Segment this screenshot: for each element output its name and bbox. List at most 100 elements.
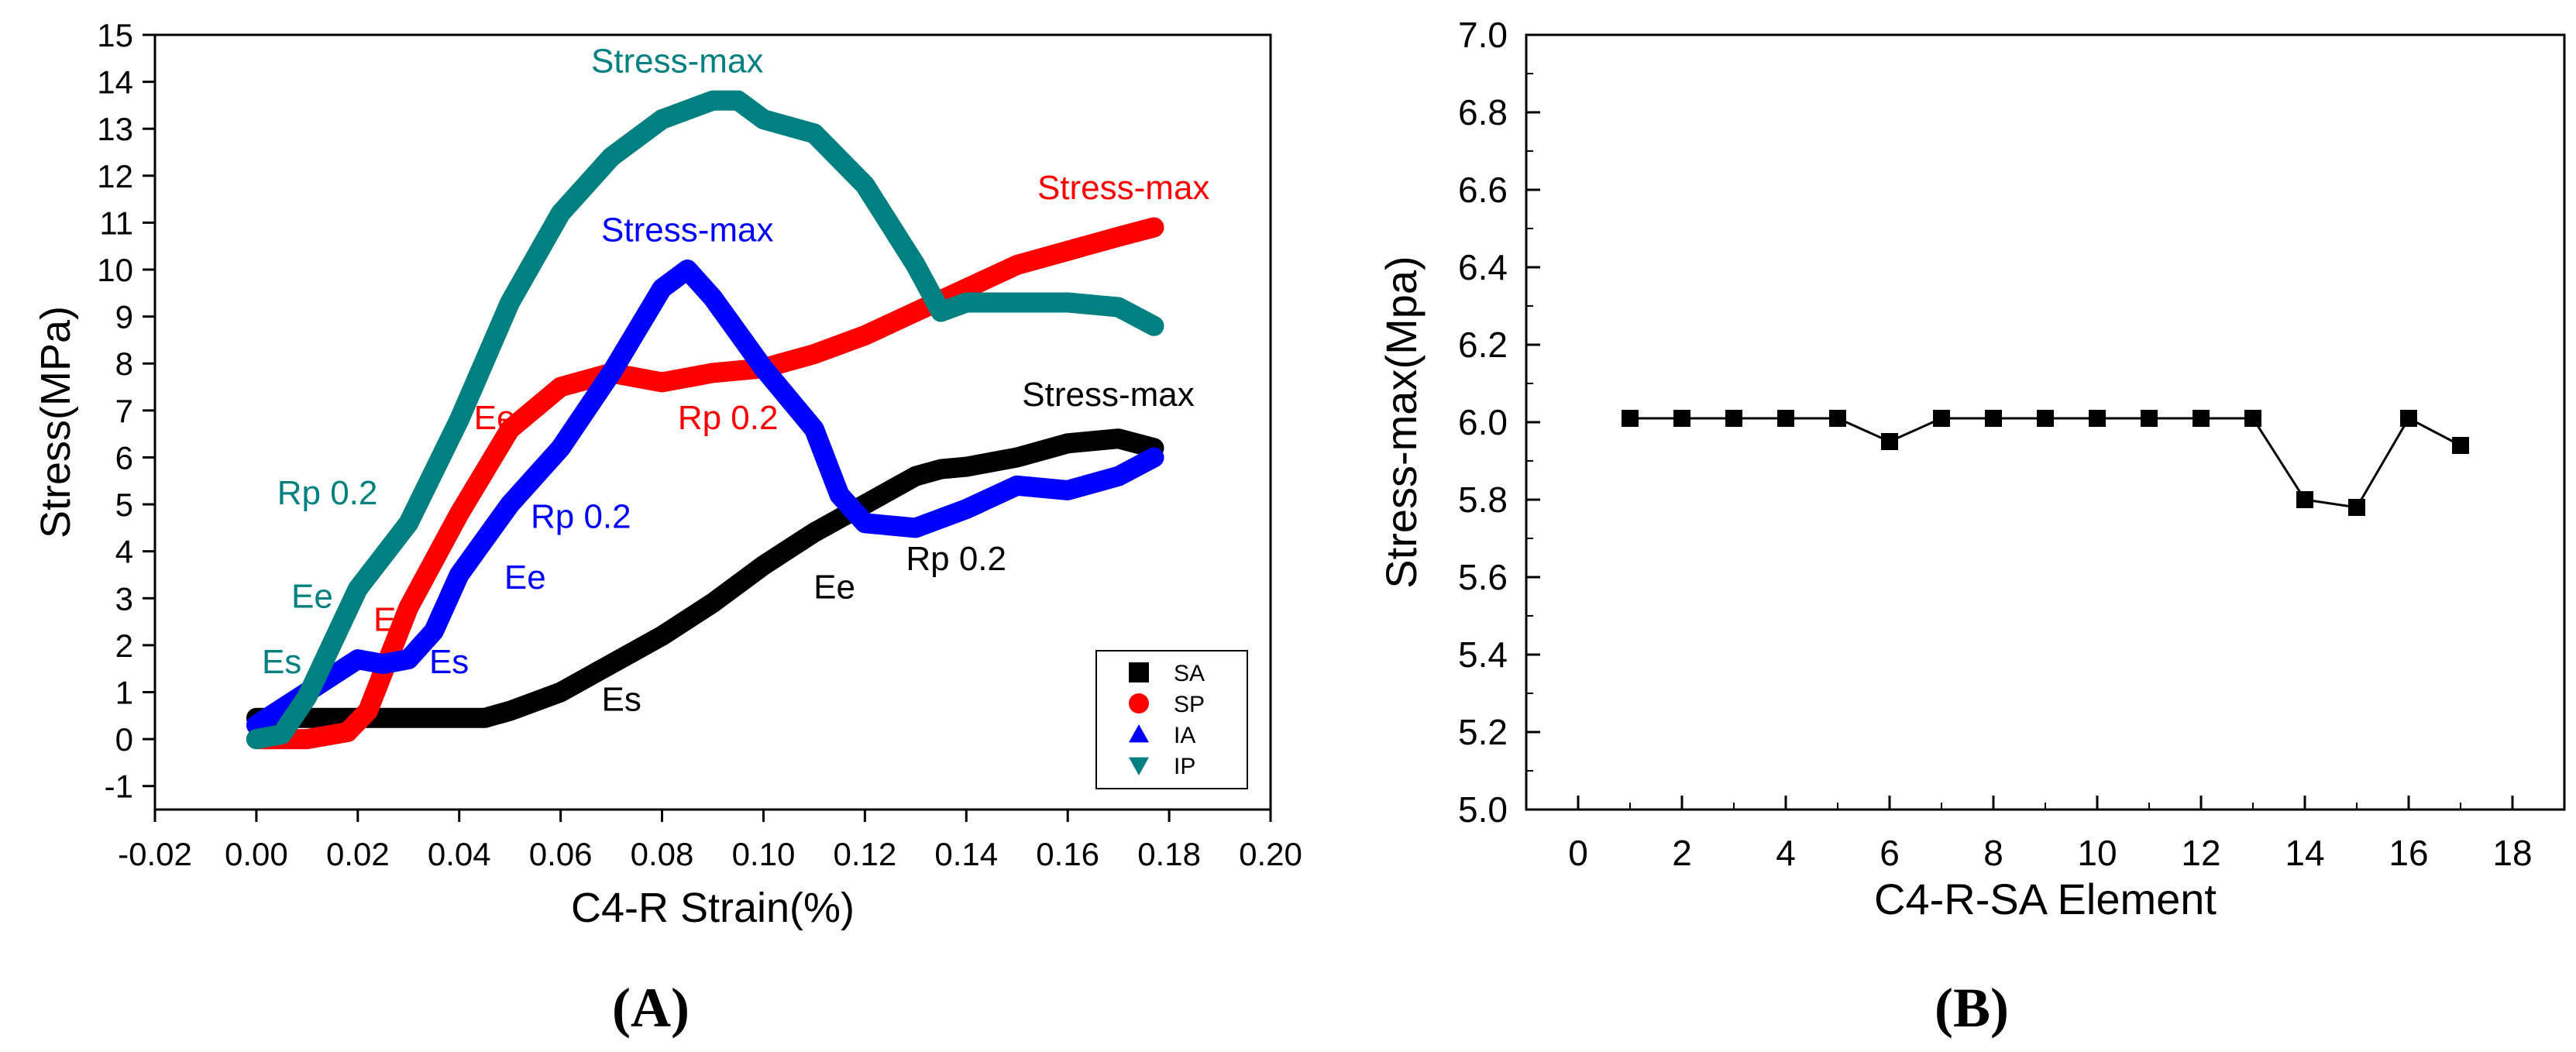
panel-a-series-line-ia: [246, 260, 1164, 735]
panel-a-series-line-sp: [246, 217, 1164, 750]
panel-a-x-tick-label: 0.18: [1137, 836, 1201, 872]
panel-b-stress-max-chart: 0 2 4 6 8 10 12 14 16 18 5.0 5.2 5.4 5.6 5.8 6.0 6.2 6.4 6…: [1377, 15, 2566, 1039]
panel-a-legend: SA SP IA IP: [1095, 650, 1248, 789]
panel-a-y-tick-label: 13: [97, 111, 133, 147]
panel-a-legend-label-ia: IA: [1174, 723, 1195, 748]
panel-a-y-tick-label: 12: [97, 158, 133, 194]
panel-a-annotation-ia: Stress-max: [601, 211, 773, 249]
panel-b-data-point: [2400, 410, 2417, 427]
panel-a-y-tick-label: 9: [115, 299, 133, 335]
panel-b-x-tick-label: 0: [1568, 833, 1588, 873]
panel-a-x-tick-label: 0.08: [631, 836, 694, 872]
panel-b-x-tick-label: 2: [1672, 833, 1692, 873]
panel-a-y-tick-label: 8: [115, 346, 133, 382]
panel-b-y-tick-label: 6.8: [1458, 92, 1508, 132]
panel-a-legend-marker-sp: [1129, 693, 1149, 713]
panel-b-y-tick-label: 5.2: [1458, 712, 1508, 752]
panel-a-annotation-ip: Ee: [291, 577, 333, 615]
panel-a-x-tick-label: 0.16: [1036, 836, 1099, 872]
panel-a-annotation-ip: Stress-max: [591, 42, 763, 80]
panel-a-x-tick-label: 0.00: [225, 836, 288, 872]
panel-a-series-line-sa: [246, 428, 1164, 728]
panel-a-x-tick-label: 0.04: [428, 836, 491, 872]
panel-a-x-tick-label: -0.02: [118, 836, 192, 872]
panel-b-series-line: [1630, 417, 2461, 509]
panel-a-y-tick-label: 2: [115, 627, 133, 664]
panel-b-data-point: [2141, 410, 2158, 427]
panel-a-y-tick-label: 11: [99, 205, 133, 241]
panel-a-y-axis-label: Stress(MPa): [33, 306, 79, 538]
panel-a-series-group: [246, 90, 1164, 750]
panel-a-y-tick-label: 14: [97, 64, 133, 101]
panel-b-data-point: [2452, 437, 2469, 454]
panel-a-y-tick-label: 1: [115, 674, 133, 710]
panel-b-y-tick-label: 5.0: [1458, 789, 1508, 830]
panel-b-y-tick-label: 5.8: [1458, 480, 1508, 520]
panel-b-data-point: [1881, 433, 1898, 450]
panel-b-data-point: [2037, 410, 2054, 427]
panel-a-label: (A): [612, 977, 690, 1039]
panel-a-annotation-sa: Es: [602, 681, 641, 719]
panel-a-x-tick-label: 0.12: [833, 836, 896, 872]
panel-b-data-point: [2296, 491, 2313, 508]
panel-b-x-tick-label: 10: [2077, 833, 2117, 873]
panel-b-y-tick-label: 7.0: [1458, 15, 1508, 55]
panel-b-data-point: [1725, 410, 1742, 427]
panel-a-y-tick-label: -1: [105, 768, 133, 805]
panel-a-y-tick-label: 0: [115, 721, 133, 758]
panel-a-annotation-sp: Stress-max: [1037, 169, 1209, 207]
panel-a-y-tick-label: 5: [115, 486, 133, 523]
panel-a-annotation-ip: Es: [262, 643, 301, 681]
panel-a-stress-strain-chart: -0.02 0.00 0.02 0.04 0.06 0.08 0.10 0.12 0.14 0.1…: [33, 17, 1302, 1039]
panel-b-y-axis-label: Stress-max(Mpa): [1377, 256, 1426, 588]
panel-b-data-point: [1673, 410, 1690, 427]
panel-a-annotation-sa: Stress-max: [1022, 376, 1194, 414]
panel-a-annotation-sa: Rp 0.2: [906, 540, 1006, 578]
panel-a-annotation-ia: Rp 0.2: [531, 497, 631, 535]
panel-a-x-tick-label: 0.06: [529, 836, 593, 872]
panel-b-label: (B): [1935, 977, 2009, 1039]
panel-a-y-tick-label: 10: [97, 252, 133, 288]
panel-b-x-tick-label: 12: [2181, 833, 2220, 873]
panel-a-legend-box: [1095, 650, 1248, 789]
panel-b-y-tick-label: 6.6: [1458, 170, 1508, 210]
panel-a-annotation-ia: Es: [429, 643, 469, 681]
panel-a-annotation-sp: Ee: [474, 399, 516, 437]
panel-a-annotation-sa: Ee: [813, 568, 855, 606]
panel-b-x-tick-label: 8: [1983, 833, 2003, 873]
panel-b-data-point: [2193, 410, 2210, 427]
panel-b-y-tick-label: 6.2: [1458, 325, 1508, 365]
panel-b-y-tick-label: 6.0: [1458, 402, 1508, 442]
panel-b-data-point: [1622, 410, 1639, 427]
panel-b-y-tick-label: 5.4: [1458, 634, 1508, 675]
panel-a-y-tick-label: 6: [115, 439, 133, 476]
panel-a-y-tick-label: 7: [115, 393, 133, 429]
panel-b-x-tick-label: 4: [1776, 833, 1796, 873]
panel-a-legend-label-sp: SP: [1174, 692, 1205, 717]
panel-a-legend-marker-ia: [1129, 724, 1149, 743]
panel-b-series-group: [1622, 410, 2469, 516]
panel-a-y-tick-label: 4: [115, 534, 133, 570]
panel-a-plot-frame: [153, 33, 1272, 811]
panel-a-x-tick-label: 0.02: [326, 836, 390, 872]
panel-b-data-point: [2348, 499, 2365, 516]
panel-b-x-tick-label: 14: [2285, 833, 2324, 873]
panel-b-y-tick-label: 5.6: [1458, 557, 1508, 597]
panel-a-legend-label-ip: IP: [1174, 754, 1195, 779]
panel-a-ticks-group: -0.02 0.00 0.02 0.04 0.06 0.08 0.10 0.12 0.14 0.1…: [97, 17, 1302, 872]
panel-a-y-tick-label: 3: [115, 580, 133, 617]
panel-a-x-tick-label: 0.14: [934, 836, 998, 872]
panel-a-x-tick-label: 0.20: [1239, 836, 1302, 872]
panel-b-data-point: [2244, 410, 2261, 427]
panel-a-x-axis-label: C4-R Strain(%): [571, 885, 855, 931]
panel-a-legend-marker-sa: [1129, 662, 1149, 682]
panel-a-annotations-group: Stress-max Stress-max Stress-max Stress-max…: [262, 42, 1209, 718]
panel-b-x-tick-label: 6: [1880, 833, 1900, 873]
panel-b-ticks-group: 0 2 4 6 8 10 12 14 16 18 5.0 5.2 5.4 5.6 5.8 6.0 6.2 6.4 6…: [1458, 15, 2565, 873]
panel-b-data-point: [1933, 410, 1950, 427]
panel-a-y-tick-label: 15: [97, 17, 133, 53]
panel-b-data-point: [1829, 410, 1846, 427]
panel-b-x-tick-label: 18: [2492, 833, 2532, 873]
panel-a-legend-marker-ip: [1129, 757, 1149, 775]
